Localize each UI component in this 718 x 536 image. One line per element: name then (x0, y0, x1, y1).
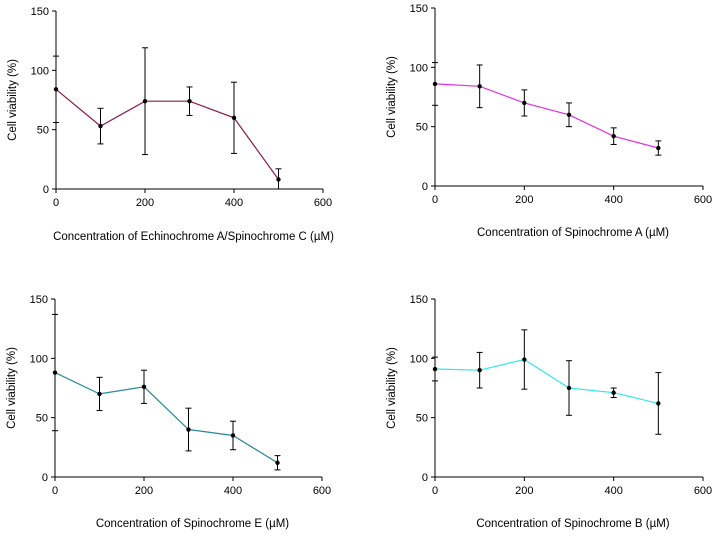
y-tick-label: 100 (410, 62, 428, 74)
data-point (141, 384, 147, 390)
x-tick-label: 600 (313, 485, 331, 497)
x-tick-label: 600 (694, 194, 712, 206)
chart-panel-2: 0 50 100 150 0 200 400 600 Concentration of Spin… (386, 3, 712, 239)
data-point (611, 390, 616, 395)
y-tick-label: 100 (30, 353, 48, 365)
y-tick-label: 0 (43, 184, 49, 196)
series-line (55, 88, 279, 180)
series-line (434, 83, 659, 149)
data-point (566, 385, 572, 391)
y-tick-label: 150 (31, 6, 49, 18)
data-point (432, 81, 438, 87)
y-tick-label: 100 (31, 65, 49, 77)
y-tick-label: 0 (422, 181, 428, 193)
x-tick-label: 400 (604, 194, 622, 206)
data-point (142, 98, 148, 104)
y-tick-label: 50 (416, 122, 428, 134)
y-tick-label: 50 (37, 125, 49, 137)
data-point (432, 366, 438, 372)
x-tick-label: 600 (314, 197, 332, 209)
data-point (477, 84, 482, 89)
data-point (53, 87, 59, 92)
data-point (52, 370, 58, 375)
data-point (477, 368, 482, 373)
y-tick-label: 150 (410, 294, 428, 306)
data-point (656, 145, 661, 151)
y-tick-label: 150 (410, 3, 428, 15)
x-tick-label: 400 (604, 485, 622, 497)
chart-panel-1: 0 50 100 150 0 200 400 600 Concentration of Echi… (7, 6, 334, 243)
data-point (275, 460, 280, 465)
data-point (231, 115, 237, 121)
data-point (566, 112, 572, 118)
data-point (187, 98, 192, 104)
x-axis-title: Concentration of Echinochrome A/Spinochr… (53, 231, 334, 243)
data-point (522, 100, 527, 106)
x-tick-label: 0 (53, 197, 59, 209)
series-line (54, 372, 278, 464)
y-tick-label: 50 (416, 413, 428, 425)
x-axis-title: Concentration of Spinochrome B (µM) (476, 518, 669, 530)
y-axis-title: Cell viability (%) (6, 347, 18, 429)
data-point (522, 357, 527, 362)
data-point (611, 133, 616, 139)
series-line (434, 358, 659, 404)
x-tick-label: 200 (515, 194, 533, 206)
data-point (656, 401, 661, 406)
x-tick-label: 200 (136, 197, 154, 209)
y-axis-title: Cell viability (%) (386, 347, 398, 429)
y-tick-label: 0 (422, 472, 428, 484)
x-tick-label: 600 (694, 485, 712, 497)
chart-panel-4: 0 50 100 150 0 200 400 600 Concentration of Spin… (386, 294, 712, 530)
x-tick-label: 400 (225, 197, 243, 209)
x-tick-label: 200 (515, 485, 533, 497)
x-tick-label: 400 (224, 485, 242, 497)
data-point (186, 427, 191, 432)
x-tick-label: 0 (52, 485, 58, 497)
y-tick-label: 50 (36, 413, 48, 425)
y-axis-title: Cell viability (%) (386, 56, 398, 138)
chart-panel-3: 0 50 100 150 0 200 400 600 Concentration of Spin… (6, 294, 331, 530)
y-axis-title: Cell viability (%) (7, 59, 19, 141)
y-tick-label: 150 (30, 294, 48, 306)
y-tick-label: 100 (410, 353, 428, 365)
x-axis-title: Concentration of Spinochrome A (µM) (477, 227, 669, 239)
x-tick-label: 0 (432, 485, 438, 497)
y-tick-label: 0 (42, 472, 48, 484)
data-point (276, 177, 281, 182)
data-point (98, 123, 103, 129)
x-tick-label: 200 (135, 485, 153, 497)
x-tick-label: 0 (432, 194, 438, 206)
data-point (230, 433, 236, 438)
data-point (97, 391, 102, 397)
x-axis-title: Concentration of Spinochrome E (µM) (96, 518, 289, 530)
